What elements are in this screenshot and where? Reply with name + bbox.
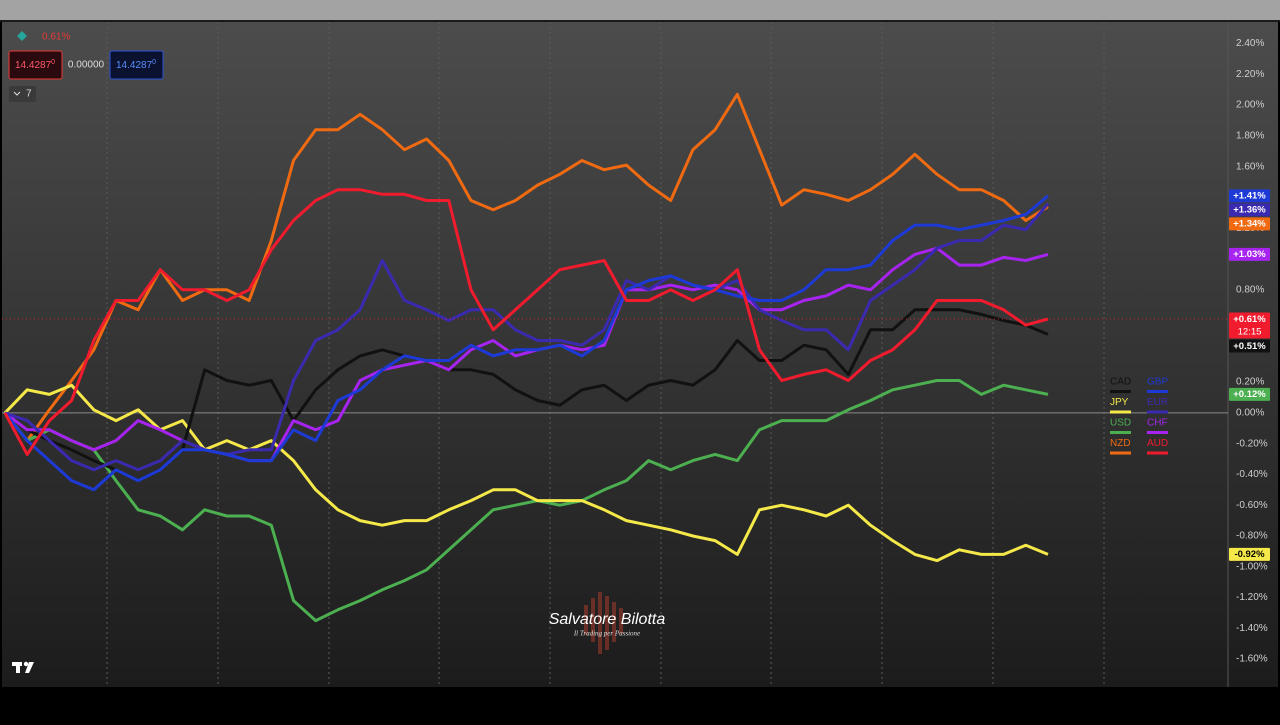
y-tick-label: 0.00% [1236,408,1264,419]
legend-swatch [1110,431,1131,434]
legend-swatch [1147,410,1168,414]
legend-swatch [1110,390,1131,393]
legend-label: JPY [1110,397,1129,408]
watermark-name: Salvatore Bilotta [549,611,666,628]
series-line [3,194,1049,492]
top-bar [0,0,1280,20]
y-tick-label: -1.00% [1236,561,1268,572]
y-tick-label: -0.80% [1236,531,1268,542]
series-line [3,383,1049,563]
price-badge-label: +1.36% [1233,205,1266,216]
series-line [4,202,1050,472]
chart-background [2,22,1278,687]
legend-label: USD [1110,418,1131,429]
legend-label: CHF [1147,418,1168,429]
legend-label: NZD [1110,438,1131,449]
price-sup: 0 [51,59,55,66]
price-sup: 0 [152,59,156,66]
price-badge-label: -0.92% [1234,549,1265,560]
y-tick-label: 1.80% [1236,131,1264,142]
bottom-bar [0,688,1280,720]
y-tick-label: -0.40% [1236,469,1268,480]
legend-label: EUR [1147,397,1168,408]
price-badge-label: +0.12% [1233,389,1266,400]
price-badge [1229,217,1270,231]
y-tick-label: -1.60% [1236,654,1268,665]
frame [0,20,1280,22]
chevron [13,91,21,96]
y-tick-label: 2.40% [1236,38,1264,49]
series-line [3,92,1049,443]
series-line [3,379,1049,623]
legend-swatch [1110,410,1131,414]
price-main: 14.4287 [15,60,52,71]
sell-box[interactable] [8,50,63,80]
series-line [4,246,1049,463]
y-tick-label: 2.00% [1236,100,1264,111]
price-badge-label: +0.61% [1233,314,1266,325]
change: 0.61% [42,32,70,43]
collapse-count: 7 [26,89,32,100]
price-badge [1229,189,1270,203]
price-badge [1229,312,1270,339]
y-tick-label: -1.40% [1236,623,1268,634]
price-badge [1229,203,1270,217]
y-tick-label: 2.20% [1236,69,1264,80]
price-badge [1229,339,1270,353]
price-badge [1229,247,1270,261]
price-badge-label: +1.34% [1233,219,1266,230]
price-badge-label: +0.51% [1233,341,1266,352]
watermark-tagline: Il Trading per Passione [573,630,640,638]
price-badge-label: +1.03% [1233,249,1266,260]
legend-swatch [1110,451,1131,455]
y-tick-label: -1.20% [1236,592,1268,603]
legend-swatch [1147,431,1168,434]
price-main: 14.4287 [116,60,153,71]
legend-label: AUD [1147,438,1168,449]
watermark-bars [584,592,623,654]
price-badge [1229,547,1270,561]
status-icon [17,31,27,41]
legend-label: GBP [1147,377,1168,388]
buy-box[interactable] [109,50,164,80]
collapse-button[interactable] [9,86,36,102]
legend-swatch [1147,451,1168,455]
y-tick-label: 0.20% [1236,377,1264,388]
buy-price: 14.42870 [116,59,156,71]
y-tick-label: 0.80% [1236,284,1264,295]
y-tick-label: -0.60% [1236,500,1268,511]
sell-price: 14.42870 [15,59,55,71]
price-badge [1229,387,1270,401]
series-line [3,188,1049,456]
legend-swatch [1147,390,1168,393]
vertical-grid [106,22,1105,687]
price-badge-label: +1.41% [1233,191,1266,202]
tv-logo [12,661,34,673]
y-tick-label: 1.60% [1236,161,1264,172]
plot: 2.40%2.20%2.00%1.80%1.60%1.20%0.80%0.20%… [2,38,1270,665]
countdown: 12:15 [1238,327,1262,338]
spread: 0.00000 [68,60,105,71]
y-tick-label: -0.20% [1236,438,1268,449]
legend-label: CAD [1110,377,1131,388]
